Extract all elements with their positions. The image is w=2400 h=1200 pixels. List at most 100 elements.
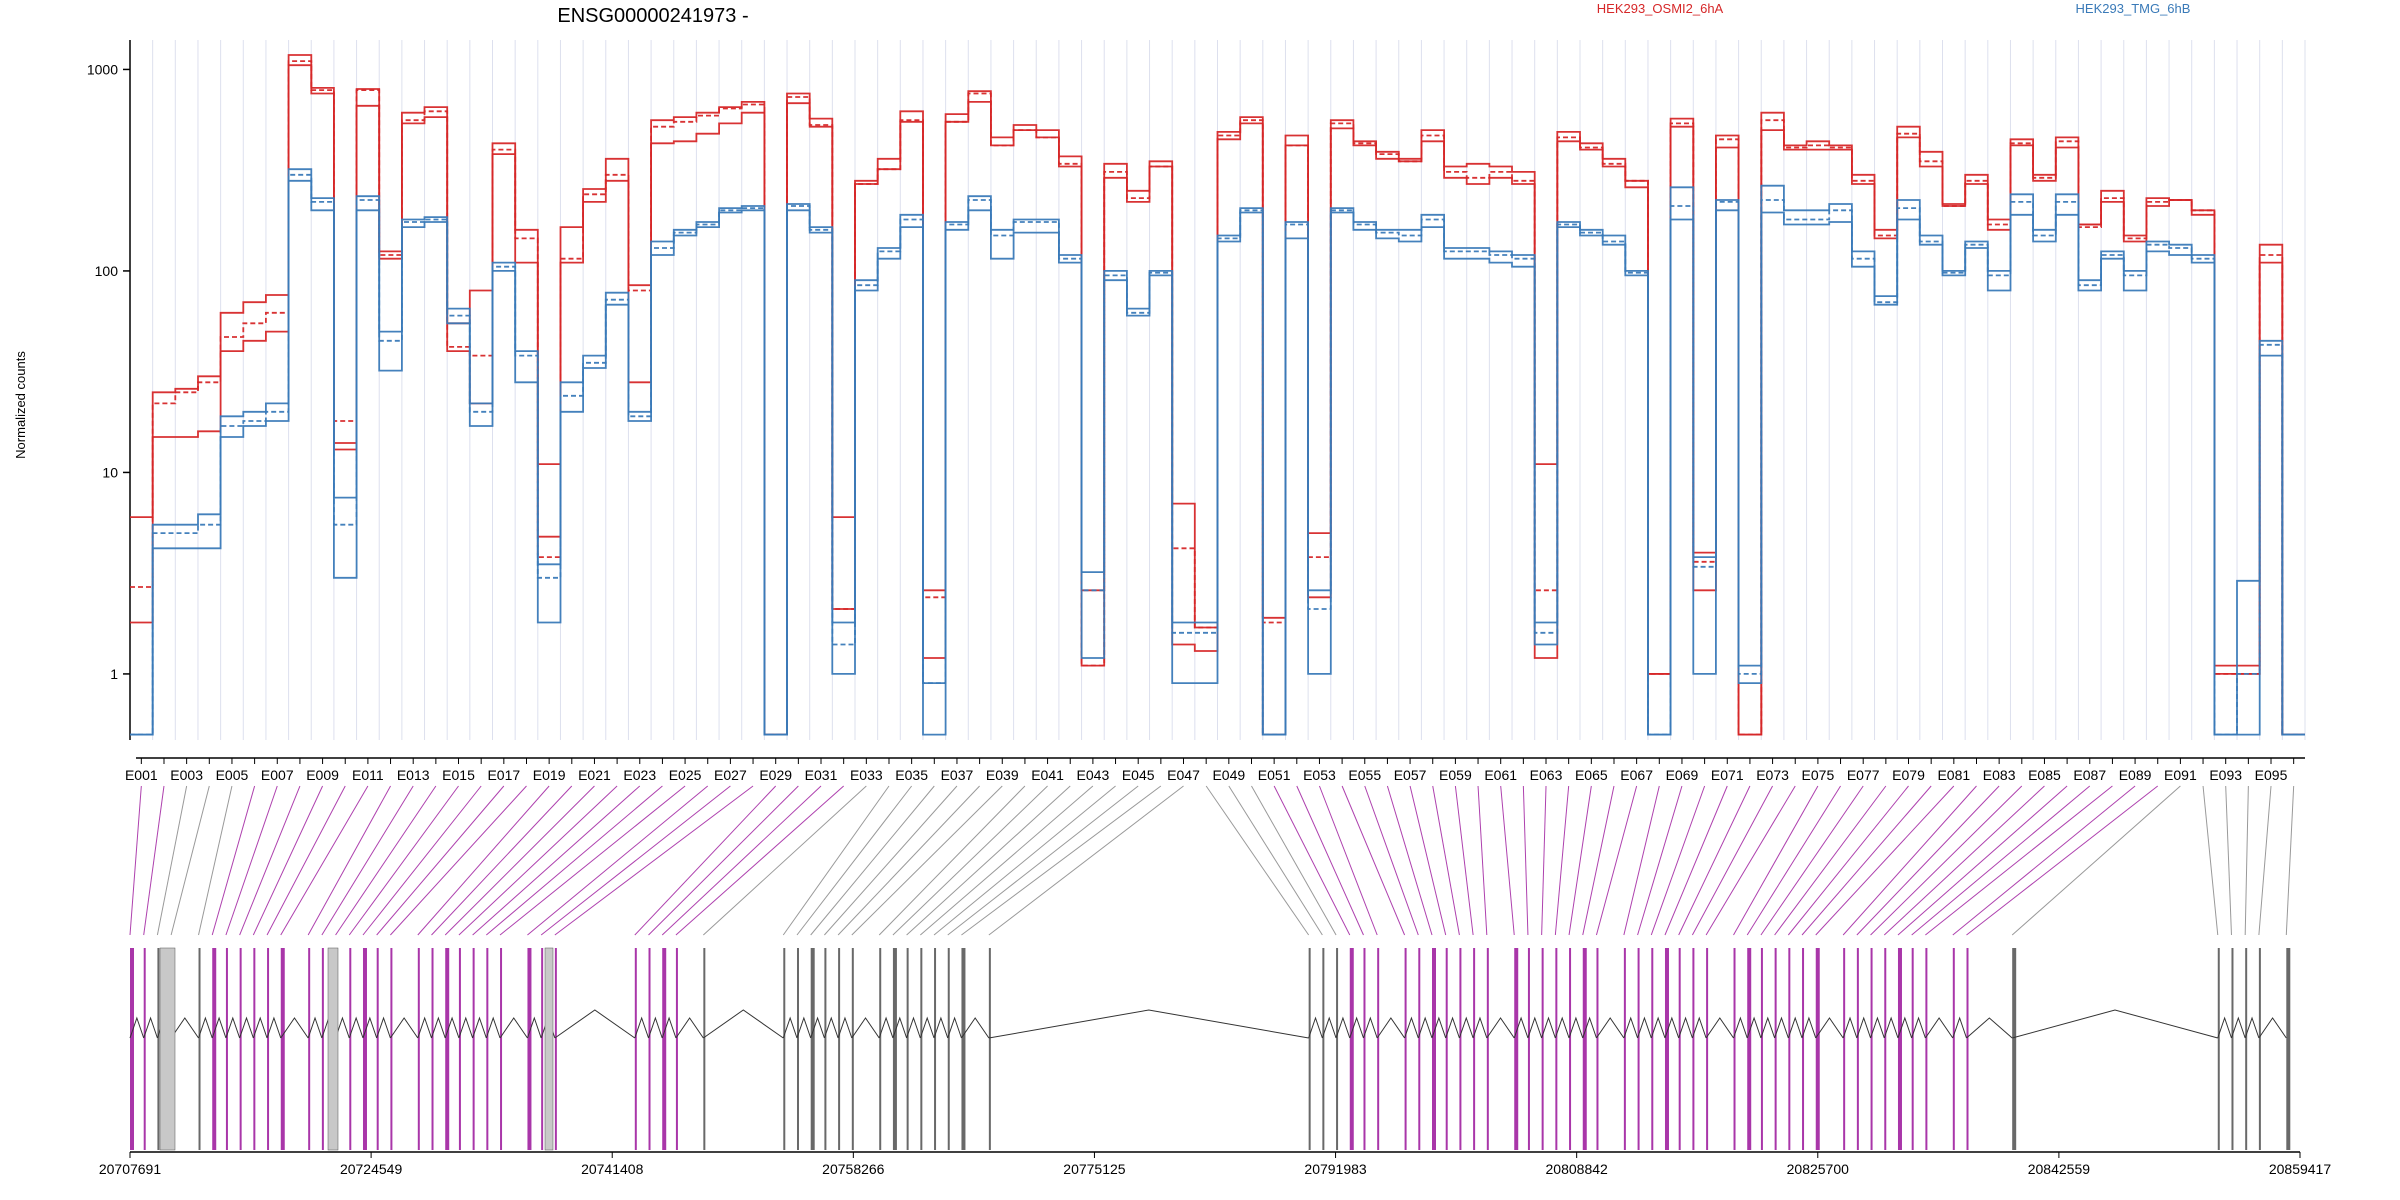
intron-line [1582, 1016, 1597, 1039]
intron-line [1760, 1016, 1776, 1039]
gene-model [129, 947, 2291, 1151]
intron-line [1321, 1016, 1337, 1039]
exon-connector [1454, 785, 1474, 936]
exon-connector [472, 785, 641, 936]
exon-connector [796, 785, 913, 936]
exon-connector [143, 785, 165, 936]
intron-line [1883, 1016, 1899, 1039]
exon-block [225, 948, 228, 1150]
exon-tick-label: E057 [1394, 767, 1427, 783]
exon-connector [1623, 785, 1660, 936]
exon-block [662, 948, 667, 1150]
intron-line [2012, 1009, 2218, 1039]
exon-connector [1705, 785, 1796, 936]
genomic-tick-label: 20707691 [99, 1161, 162, 1177]
exon-block [486, 948, 489, 1150]
intron-line [252, 1016, 268, 1039]
intron-line [782, 1016, 798, 1039]
intron-line [661, 1016, 677, 1039]
genomic-tick-label: 20859417 [2269, 1161, 2332, 1177]
exon-connector [661, 785, 822, 936]
exon-connector [527, 785, 709, 936]
exon-tick-label: E045 [1122, 767, 1155, 783]
intron-line [225, 1016, 241, 1039]
intron-line [2231, 1016, 2246, 1039]
exon-connector [810, 785, 935, 936]
exon-tick-label: E001 [125, 767, 158, 783]
y-tick-label: 1000 [87, 61, 118, 77]
exon-connector [702, 785, 867, 936]
exon-tick-label: E079 [1892, 767, 1925, 783]
exon-connector [892, 785, 1048, 936]
exon-connector [156, 785, 188, 936]
exon-connector [782, 785, 890, 936]
exon-block [1377, 948, 1380, 1150]
exon-block [1911, 948, 1914, 1150]
exon-connector [1432, 785, 1460, 936]
exon-tick-label: E017 [487, 767, 520, 783]
intron-line [1404, 1016, 1419, 1039]
exon-block [1664, 948, 1669, 1150]
exon-block [2217, 948, 2220, 1150]
exon-tick-label: E029 [759, 767, 792, 783]
exon-connector [1870, 785, 2023, 936]
intron-line [1650, 1016, 1666, 1039]
exon-connector [252, 785, 324, 936]
intron-line [1801, 1016, 1817, 1039]
exon-connector [444, 785, 595, 936]
exon-block [1555, 948, 1558, 1150]
intron-line [1897, 1016, 1913, 1039]
intron-line [211, 1016, 227, 1039]
exon-block [851, 948, 854, 1150]
intron-line [703, 1009, 784, 1039]
intron-line [810, 1016, 825, 1039]
exon-tick-label: E089 [2119, 767, 2152, 783]
exon-tick-label: E043 [1077, 767, 1110, 783]
exon-block [824, 948, 827, 1150]
exon-connector [2285, 785, 2295, 936]
intron-line [1911, 1016, 1926, 1039]
exon-connector [225, 785, 278, 936]
intron-line [348, 1016, 364, 1039]
exon-connector [1568, 785, 1592, 936]
exon-connector [376, 785, 505, 936]
exon-block [308, 948, 311, 1150]
intron-line [1678, 1016, 1693, 1039]
exon-tick-label: E093 [2209, 767, 2242, 783]
exon-block [1747, 948, 1752, 1150]
exon-connector [1952, 785, 2136, 936]
exon-tick-label: E069 [1666, 767, 1699, 783]
genomic-tick-label: 20775125 [1063, 1161, 1126, 1177]
exon-block-wide [544, 947, 554, 1151]
exon-connector [1897, 785, 2068, 936]
exon-connector [851, 785, 1003, 936]
intron-line [1733, 1016, 1748, 1039]
exon-tick-label: E055 [1348, 767, 1381, 783]
exon-connector [1522, 785, 1529, 936]
exon-block [1788, 948, 1791, 1150]
exon-block [212, 948, 217, 1150]
intron-line [988, 1009, 1309, 1039]
exon-block [934, 948, 937, 1150]
intron-line [1966, 1017, 2013, 1039]
exon-tick-label: E051 [1258, 767, 1291, 783]
exon-tick-label: E035 [895, 767, 928, 783]
exon-connector [1678, 785, 1751, 936]
intron-line [1541, 1016, 1556, 1039]
exon-block [2245, 948, 2248, 1150]
exon-connector [675, 785, 845, 936]
exon-tick-label: E039 [986, 767, 1019, 783]
exon-block-wide [327, 947, 339, 1151]
exon-block [947, 948, 950, 1150]
exon-tick-label: E021 [578, 767, 611, 783]
exon-block [1815, 948, 1820, 1150]
exon-block [2286, 948, 2291, 1150]
exon-tick-label: E049 [1212, 767, 1245, 783]
exon-tick-label: E041 [1031, 767, 1064, 783]
exon-block [1678, 948, 1681, 1150]
exon-connector [486, 785, 663, 936]
intron-line [1486, 1017, 1515, 1039]
intron-line [933, 1016, 949, 1039]
intron-line [362, 1016, 378, 1039]
